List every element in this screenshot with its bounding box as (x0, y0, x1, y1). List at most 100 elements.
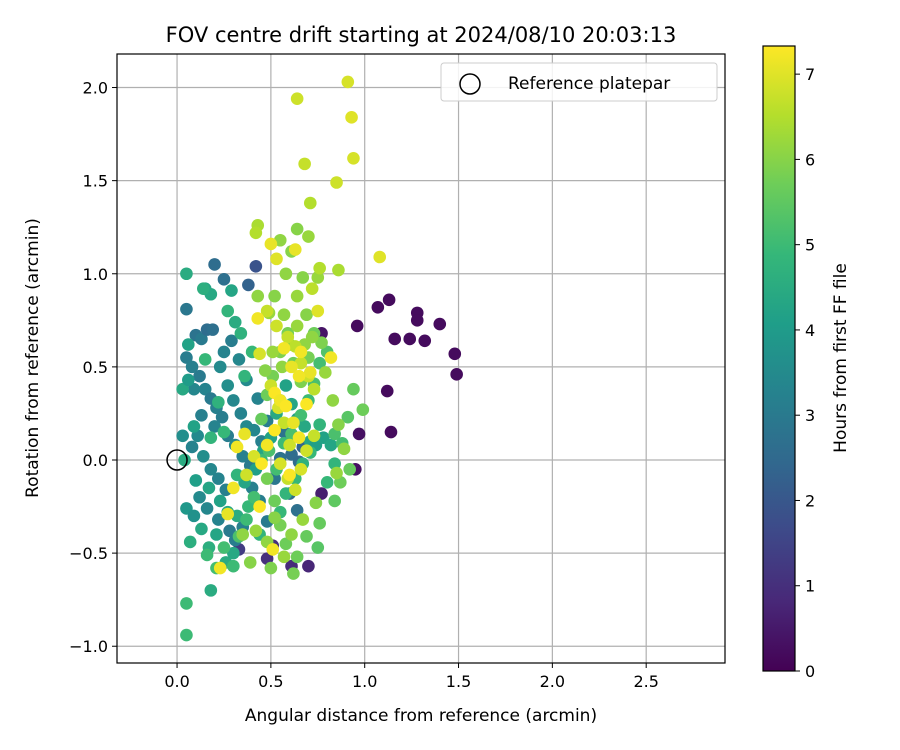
y-axis-title: Rotation from reference (arcmin) (23, 218, 43, 498)
scatter-point (300, 308, 313, 322)
scatter-point (268, 289, 281, 303)
scatter-point (273, 457, 287, 471)
scatter-point (202, 481, 216, 495)
scatter-point (212, 513, 225, 526)
scatter-point (315, 487, 328, 500)
scatter-point (328, 494, 341, 508)
scatter-point (287, 567, 300, 580)
scatter-point (197, 449, 210, 463)
scatter-point (371, 300, 385, 314)
plot-area (117, 54, 725, 663)
scatter-point (217, 345, 231, 359)
scatter-point (307, 429, 321, 443)
scatter-point (292, 369, 306, 383)
scatter-point (290, 289, 304, 303)
scatter-point (236, 449, 250, 463)
x-tick-label: 0.0 (164, 672, 189, 691)
scatter-point (277, 308, 291, 322)
scatter-point (279, 537, 293, 551)
scatter-point (275, 360, 289, 374)
scatter-point (341, 75, 355, 89)
scatter-point (290, 503, 304, 517)
scatter-point (249, 524, 263, 538)
scatter-point (352, 427, 366, 441)
scatter-point (227, 559, 240, 573)
scatter-point (264, 561, 278, 575)
scatter-point (384, 425, 398, 439)
scatter-point (324, 438, 338, 452)
scatter-point (270, 252, 283, 266)
scatter-point (302, 559, 315, 573)
scatter-point (182, 338, 195, 351)
y-axis-ticks: −1.0 −0.5 0.0 0.5 1.0 1.5 2.0 (69, 79, 117, 656)
scatter-point (277, 416, 291, 430)
scatter-point (326, 394, 340, 407)
scatter-point (311, 541, 325, 554)
y-tick-label: −1.0 (69, 637, 108, 656)
scatter-point (403, 332, 417, 346)
scatter-point (217, 425, 231, 439)
scatter-point (281, 330, 295, 344)
scatter-point (197, 282, 210, 295)
scatter-point (249, 226, 263, 240)
scatter-point (260, 304, 274, 318)
scatter-point (296, 513, 310, 526)
scatter-point (204, 431, 218, 444)
scatter-point (234, 407, 248, 420)
scatter-point (240, 468, 253, 482)
colorbar-tick-label: 7 (805, 65, 815, 84)
x-tick-label: 2.0 (540, 672, 565, 691)
scatter-point (204, 584, 218, 597)
scatter-point (448, 347, 462, 361)
scatter-point (410, 314, 424, 327)
scatter-point (287, 416, 300, 430)
scatter-point (285, 360, 298, 374)
scatter-point (176, 382, 189, 396)
scatter-point (227, 546, 240, 560)
scatter-point (285, 528, 298, 541)
scatter-point (268, 494, 281, 508)
scatter-point (255, 457, 268, 471)
scatter-point (264, 237, 278, 251)
scatter-point (185, 360, 199, 374)
colorbar-tick-label: 0 (805, 662, 815, 681)
x-tick-label: 2.5 (633, 672, 658, 691)
scatter-point (356, 403, 370, 417)
scatter-point (243, 556, 257, 569)
scatter-point (300, 530, 313, 543)
scatter-point (193, 369, 206, 383)
scatter-point (292, 431, 306, 444)
scatter-point (180, 628, 193, 642)
y-tick-label: 0.5 (83, 358, 108, 377)
scatter-point (268, 423, 281, 437)
y-tick-label: 1.0 (83, 265, 108, 284)
scatter-point (347, 151, 360, 165)
scatter-point (232, 353, 246, 366)
scatter-point (324, 351, 338, 364)
x-axis-ticks: 0.0 0.5 1.0 1.5 2.0 2.5 (164, 663, 659, 691)
scatter-point (242, 500, 255, 513)
scatter-point (178, 453, 191, 467)
scatter-point (313, 418, 326, 431)
colorbar-gradient (762, 45, 796, 672)
scatter-point (294, 345, 308, 359)
scatter-point (204, 463, 218, 476)
plot-frame (116, 53, 726, 664)
scatter-point (255, 412, 268, 426)
scatter-point (288, 243, 302, 256)
scatter-point (298, 420, 311, 433)
scatter-point (195, 409, 208, 422)
scatter-point (300, 397, 313, 411)
scatter-point (307, 382, 321, 396)
scatter-point (208, 258, 221, 271)
scatter-point (290, 550, 304, 564)
scatter-point (180, 597, 193, 610)
scatter-point (198, 353, 212, 366)
scatter-point (200, 548, 214, 562)
scatter-point (343, 463, 356, 476)
scatter-point (337, 442, 351, 456)
scatter-point (251, 312, 265, 325)
scatter-point (450, 368, 463, 381)
scatter-point (332, 418, 345, 431)
scatter-point (277, 550, 291, 564)
